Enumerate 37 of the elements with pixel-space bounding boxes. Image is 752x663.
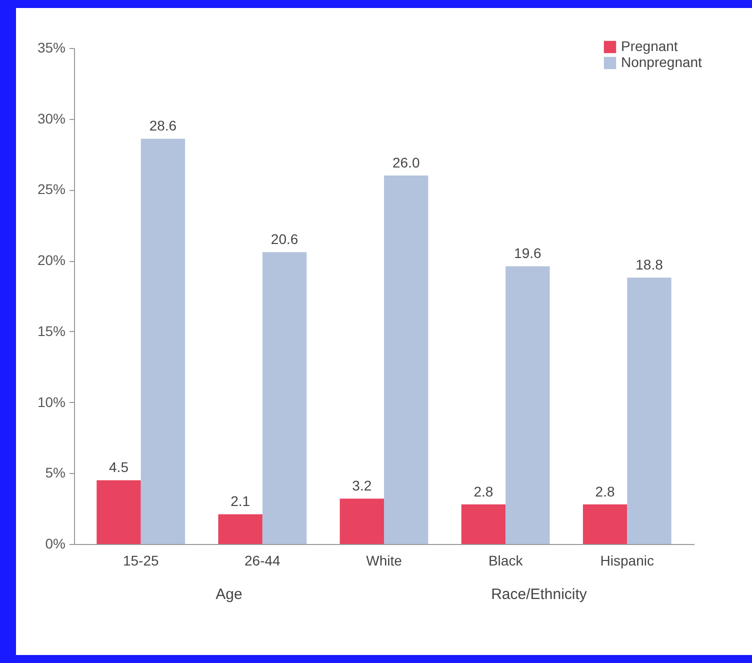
bar [384, 176, 428, 544]
y-tick-label: 35% [37, 40, 66, 56]
text: Race/Ethnicity [491, 586, 588, 603]
bar [461, 504, 506, 544]
bar [340, 498, 384, 544]
data-label: 3.2 [352, 478, 372, 494]
x-tick-label: Black [488, 552, 524, 568]
data-label: 26.0 [392, 154, 420, 171]
y-tick-label: 15% [37, 322, 66, 339]
data-label: 28.6 [149, 118, 177, 134]
x-tick-label: Hispanic [600, 552, 654, 568]
y-tick-label: 20% [37, 252, 66, 268]
legend-label: Pregnant [621, 38, 678, 54]
bar [140, 138, 186, 544]
bar [262, 252, 307, 544]
x-tick-label: 15-25 [122, 552, 159, 568]
bar [506, 266, 550, 544]
legend-label: Nonpregnant [621, 54, 702, 70]
y-tick-label: 25% [37, 181, 66, 198]
data-label: 2.8 [595, 483, 615, 500]
y-tick-label: 30% [37, 110, 66, 126]
bar [627, 278, 672, 544]
x-tick-label: White [366, 552, 402, 568]
data-label: 18.8 [636, 256, 664, 273]
x-tick-label: 26-44 [244, 552, 281, 568]
data-label: 2.8 [474, 483, 494, 500]
data-label: 19.6 [514, 245, 542, 262]
data-label: 20.6 [270, 231, 298, 248]
y-tick-label: 5% [45, 464, 66, 481]
data-label: 2.1 [230, 493, 250, 510]
bar [582, 504, 628, 544]
y-tick-label: 0% [45, 536, 66, 552]
text: Age [216, 586, 242, 603]
y-tick-label: 10% [37, 394, 66, 410]
bar [96, 480, 141, 544]
bar [218, 514, 262, 544]
data-label: 4.5 [109, 459, 129, 476]
